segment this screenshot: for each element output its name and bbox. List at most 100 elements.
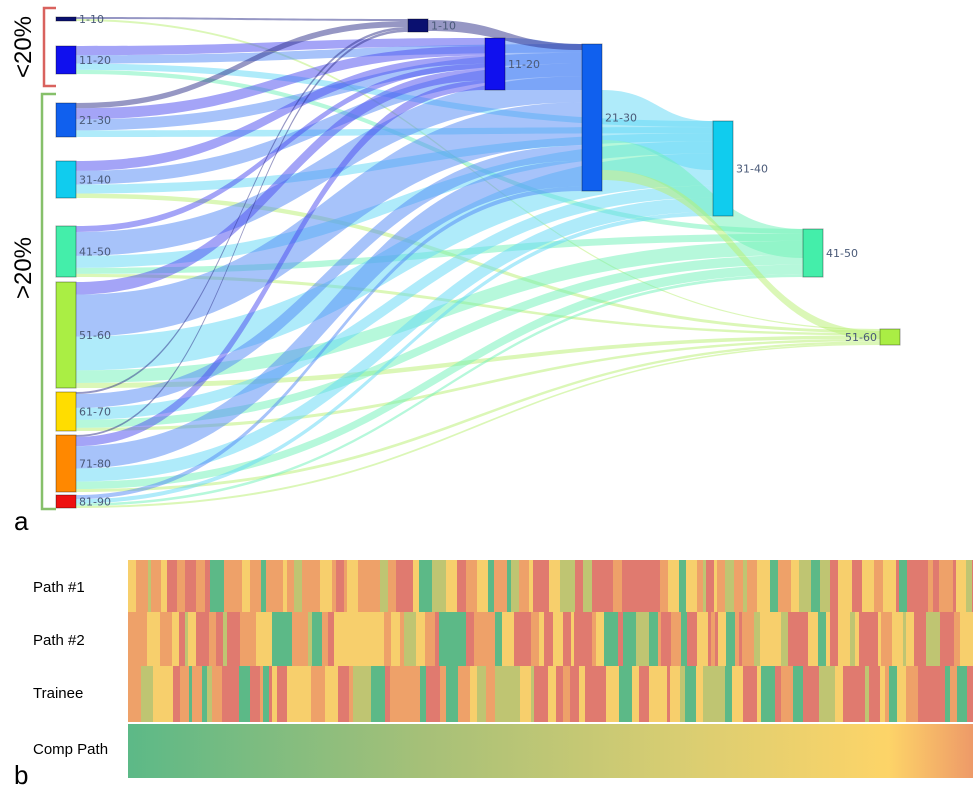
heat-cell — [819, 666, 823, 722]
sankey-node — [55, 160, 77, 199]
heat-cell — [570, 560, 575, 612]
heat-cell — [400, 612, 404, 666]
sankey-node — [55, 494, 77, 509]
heat-cell — [136, 560, 140, 612]
sankey-link — [76, 76, 582, 256]
heat-cell — [622, 560, 627, 612]
heat-cell — [283, 560, 287, 612]
heat-cell — [322, 612, 328, 666]
heat-cell — [750, 612, 754, 666]
heat-cell — [514, 612, 523, 666]
heat-cell — [717, 560, 725, 612]
sankey-node-label: 61-70 — [79, 406, 111, 419]
heat-cell — [838, 612, 850, 666]
heat-cell — [585, 666, 592, 722]
heat-cell — [523, 612, 531, 666]
sankey-link — [602, 140, 803, 258]
heat-cell — [583, 560, 592, 612]
heat-cell — [781, 666, 793, 722]
heat-cell — [189, 666, 192, 722]
sankey-node — [407, 18, 429, 33]
heat-cell — [739, 612, 742, 666]
heat-cell — [603, 666, 606, 722]
sankey-link — [76, 341, 880, 492]
heat-cell — [953, 560, 956, 612]
sankey-link — [602, 90, 713, 170]
heat-cell — [939, 560, 953, 612]
heat-cell — [533, 560, 546, 612]
heat-cell — [830, 612, 838, 666]
low-bracket: <20% — [10, 6, 56, 88]
heat-cell — [697, 612, 708, 666]
sankey-link — [76, 63, 485, 232]
heat-cell — [575, 666, 579, 722]
heat-cell — [743, 666, 757, 722]
heat-cell — [349, 666, 353, 722]
heat-cell — [227, 612, 240, 666]
heat-cell — [325, 666, 338, 722]
heat-cell — [636, 612, 649, 666]
heat-cell — [285, 612, 292, 666]
heat-cell — [896, 560, 899, 612]
heat-cell — [788, 612, 796, 666]
heat-cell — [520, 666, 531, 722]
heat-cell — [596, 612, 604, 666]
heat-cell — [439, 612, 446, 666]
heat-cell — [757, 666, 761, 722]
sankey-node-label: 21-30 — [79, 114, 111, 127]
heat-cell — [311, 666, 325, 722]
heat-cell — [338, 666, 349, 722]
heat-cell — [222, 666, 235, 722]
row-label-comp-path: Comp Path — [33, 741, 108, 758]
heat-cell — [632, 666, 639, 722]
heat-cell — [353, 666, 362, 722]
heat-cell — [274, 560, 283, 612]
heat-cell — [895, 612, 903, 666]
row-label-trainee: Trainee — [33, 685, 83, 702]
heat-cell — [742, 612, 746, 666]
heat-cell — [757, 560, 770, 612]
heat-cell — [639, 666, 649, 722]
heat-cell — [818, 612, 826, 666]
heat-cell — [610, 666, 616, 722]
heat-cell — [553, 612, 563, 666]
heat-cell — [240, 612, 249, 666]
heat-cell — [928, 666, 935, 722]
heat-cell — [169, 666, 173, 722]
heat-cell — [681, 612, 687, 666]
heat-cell — [803, 666, 807, 722]
heat-cell — [347, 560, 358, 612]
heat-cell — [179, 612, 185, 666]
heat-cell — [618, 612, 623, 666]
heat-cell — [592, 612, 596, 666]
heat-cell — [671, 560, 679, 612]
sankey-node — [55, 45, 77, 75]
heat-cell — [384, 612, 391, 666]
heat-cell — [413, 666, 420, 722]
heat-cell — [402, 560, 413, 612]
heat-cell — [680, 666, 685, 722]
heat-cell — [147, 612, 160, 666]
heat-cell — [380, 560, 388, 612]
heat-cell — [495, 612, 502, 666]
heat-cell — [249, 612, 256, 666]
heat-cell — [854, 666, 865, 722]
heat-cell — [820, 560, 830, 612]
heat-cell — [643, 560, 653, 612]
heat-cell — [808, 612, 818, 666]
heat-cell — [239, 666, 250, 722]
heat-cell — [446, 560, 457, 612]
heat-cell — [661, 612, 671, 666]
sankey-link — [76, 69, 485, 295]
heat-cell — [162, 666, 169, 722]
heat-cell — [871, 612, 878, 666]
heat-cell — [791, 560, 799, 612]
sankey-node-label: 11-20 — [508, 58, 540, 71]
heat-cell — [539, 612, 544, 666]
heat-cell — [160, 612, 164, 666]
sankey-link — [428, 20, 582, 50]
heat-cell — [878, 612, 881, 666]
heat-cell — [148, 666, 153, 722]
heat-cell — [660, 560, 668, 612]
heat-cell — [173, 666, 180, 722]
